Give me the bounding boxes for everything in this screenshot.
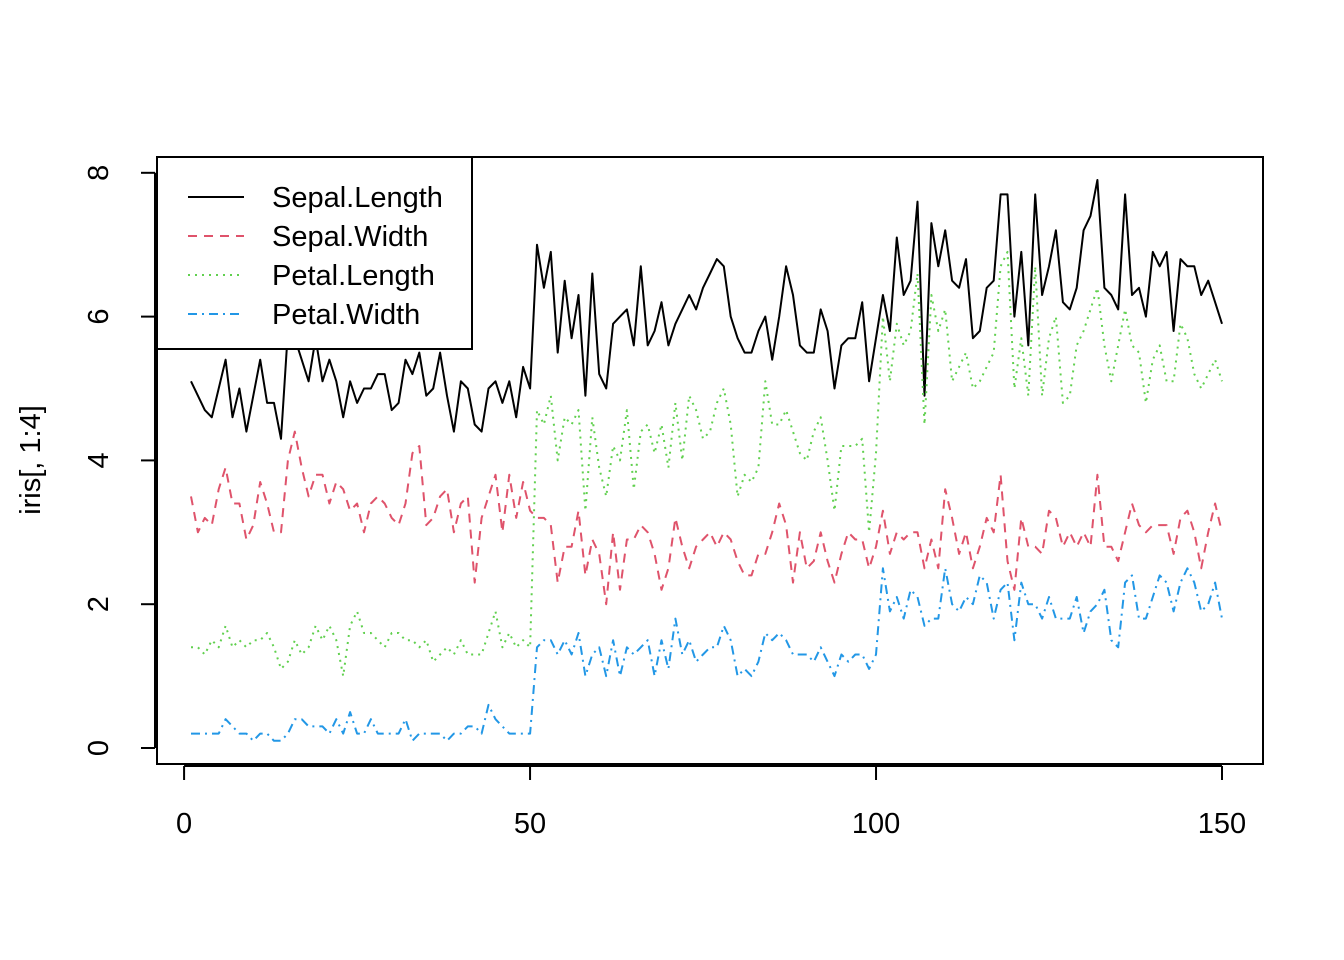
y-tick-label: 2 — [83, 596, 115, 612]
y-tick-label: 4 — [83, 452, 115, 468]
legend-label: Sepal.Length — [272, 182, 443, 214]
y-axis-title: iris[, 1:4] — [15, 405, 47, 515]
series-line-petal-length — [191, 250, 1223, 678]
x-tick-label: 0 — [176, 808, 192, 840]
legend-label: Petal.Length — [272, 260, 435, 292]
series-line-petal-width — [191, 567, 1223, 742]
x-tick-label: 150 — [1198, 808, 1246, 840]
series-line-sepal-width — [190, 430, 1223, 606]
plot-frame — [156, 156, 1264, 765]
y-axis: 0 2 4 6 8 — [83, 165, 156, 756]
y-tick-label: 0 — [83, 740, 115, 756]
y-tick-label: 6 — [83, 309, 115, 325]
legend-label: Petal.Width — [272, 299, 420, 331]
series-line-sepal-length — [190, 179, 1223, 440]
series-layer — [190, 179, 1223, 742]
legend: Sepal.Length Sepal.Width Petal.Length Petal… — [156, 156, 473, 350]
legend-box — [156, 156, 473, 350]
y-tick-label: 8 — [83, 165, 115, 181]
x-tick-label: 50 — [514, 808, 546, 840]
x-tick-label: 100 — [852, 808, 900, 840]
x-axis: 0 50 100 150 — [176, 765, 1246, 840]
legend-label: Sepal.Width — [272, 221, 428, 253]
